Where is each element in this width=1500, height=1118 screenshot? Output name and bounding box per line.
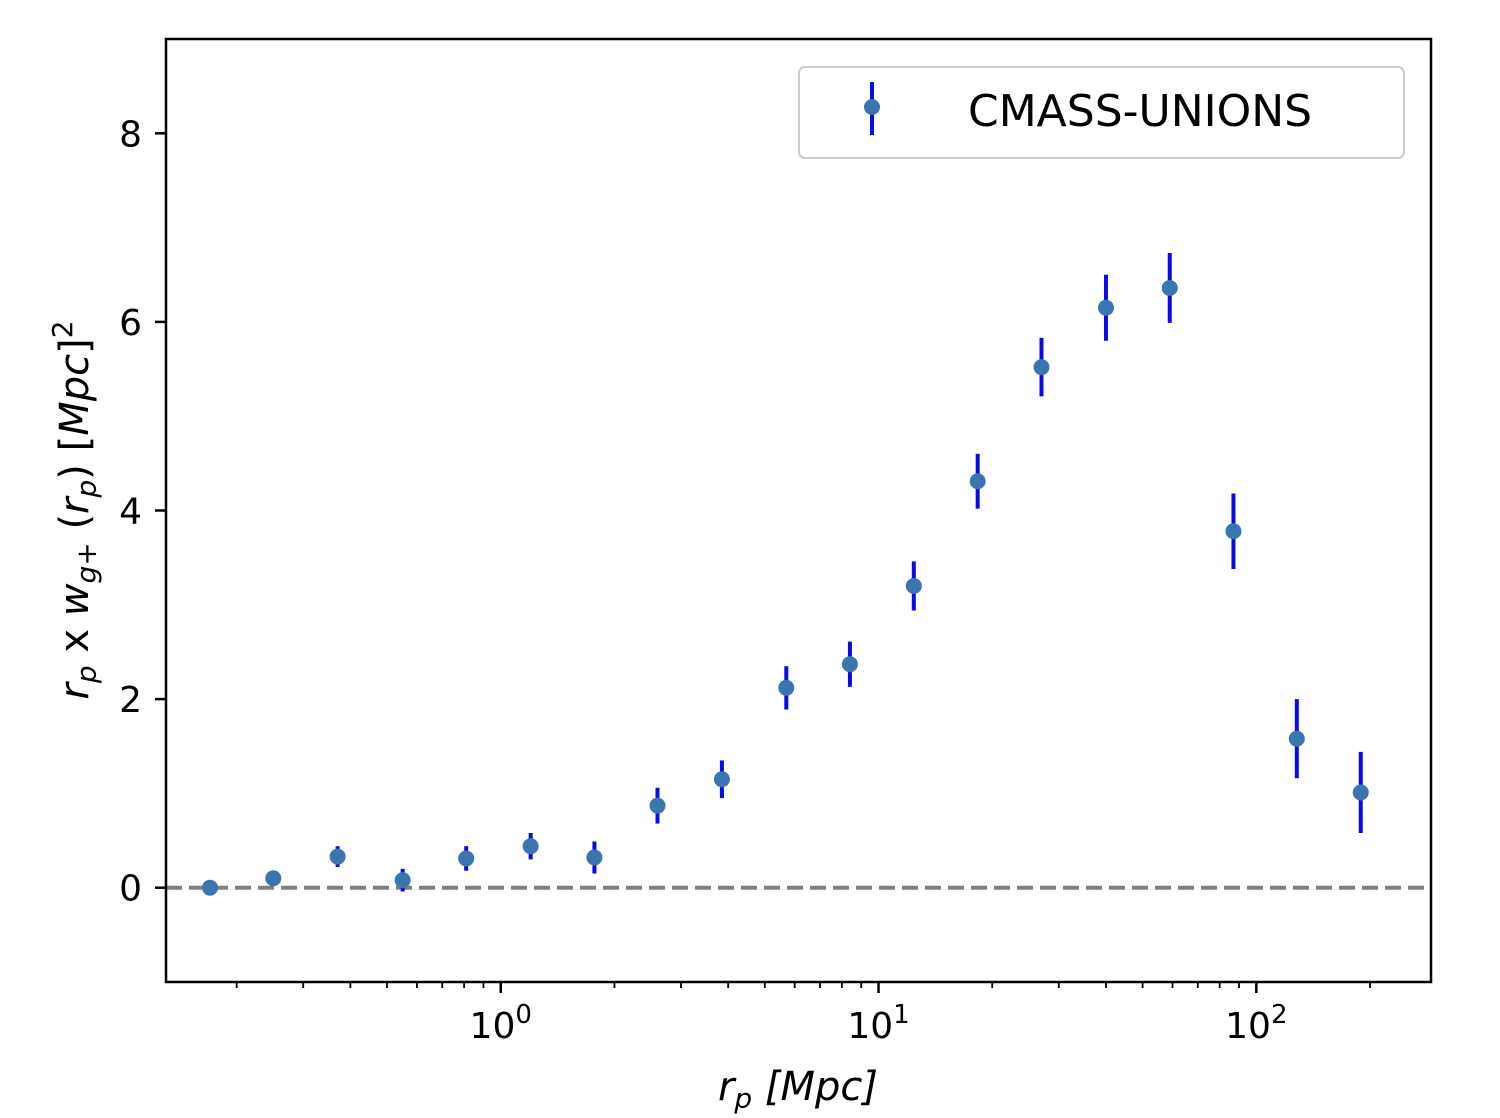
legend-box: [798, 66, 1405, 159]
y-tick-label: 6: [119, 303, 142, 344]
data-point-12: [969, 473, 986, 490]
x-tick-label: 102: [1225, 1000, 1287, 1047]
x-axis-label: rp [Mpc]: [718, 1064, 878, 1115]
data-point-8: [713, 771, 730, 788]
y-axis-label: rp x wg+ (rp) [Mpc]2: [46, 320, 104, 699]
y-tick-label: 4: [119, 492, 142, 533]
x-axis-label-rest: [Mpc]: [752, 1064, 878, 1110]
data-point-5: [522, 838, 539, 855]
legend: CMASS-UNIONS: [798, 66, 1405, 159]
legend-marker: [864, 99, 880, 115]
data-point-1: [265, 870, 282, 887]
data-point-11: [905, 577, 922, 594]
data-point-0: [202, 879, 219, 896]
x-axis-label-main: r: [718, 1064, 737, 1110]
x-axis-label-sub: p: [733, 1082, 752, 1115]
data-point-17: [1288, 730, 1305, 747]
data-point-13: [1033, 359, 1050, 376]
y-tick-label: 8: [119, 114, 142, 155]
y-tick-label: 2: [119, 680, 142, 721]
data-point-4: [458, 850, 475, 867]
data-point-9: [778, 679, 795, 696]
data-point-16: [1225, 523, 1242, 540]
data-point-3: [394, 872, 411, 889]
data-point-18: [1352, 784, 1369, 801]
x-tick-label: 101: [847, 1000, 909, 1047]
data-point-10: [841, 656, 858, 673]
data-point-7: [649, 797, 666, 814]
x-tick-label: 100: [470, 1000, 532, 1047]
data-point-15: [1161, 279, 1178, 296]
data-point-2: [329, 848, 346, 865]
plot-background: [166, 39, 1431, 982]
y-tick-label: 0: [119, 869, 142, 910]
data-point-6: [586, 849, 603, 866]
legend-label: CMASS-UNIONS: [968, 86, 1312, 137]
data-point-14: [1097, 299, 1114, 316]
